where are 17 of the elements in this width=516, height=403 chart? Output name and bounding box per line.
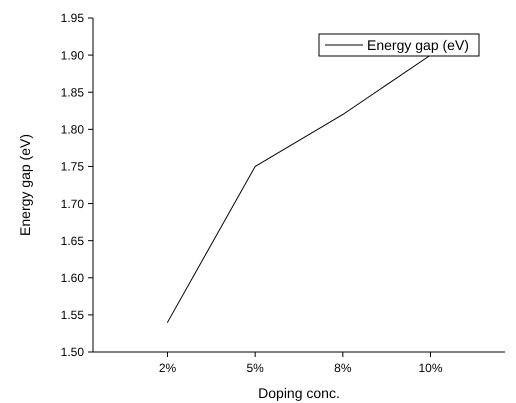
y-tick-label: 1.90 [60,48,84,62]
y-tick-label: 1.50 [60,345,84,360]
x-tick-label: 8% [334,361,352,375]
x-axis-title: Doping conc. [258,385,340,401]
y-tick-label: 1.65 [60,234,84,248]
y-axis-title: Energy gap (eV) [17,134,33,236]
x-tick-label: 10% [418,361,443,375]
y-tick-label: 1.60 [60,270,84,285]
y-tick-label: 1.55 [60,308,84,322]
y-tick-label: 1.70 [60,196,84,211]
y-tick-label: 1.85 [60,85,84,100]
y-tick-label: 1.75 [60,160,84,174]
x-tick-label: 2% [158,361,177,375]
y-tick-label: 1.95 [60,11,84,26]
legend-label: Energy gap (eV) [367,36,469,53]
y-tick-label: 1.80 [60,122,84,137]
x-tick-label: 5% [246,361,264,375]
